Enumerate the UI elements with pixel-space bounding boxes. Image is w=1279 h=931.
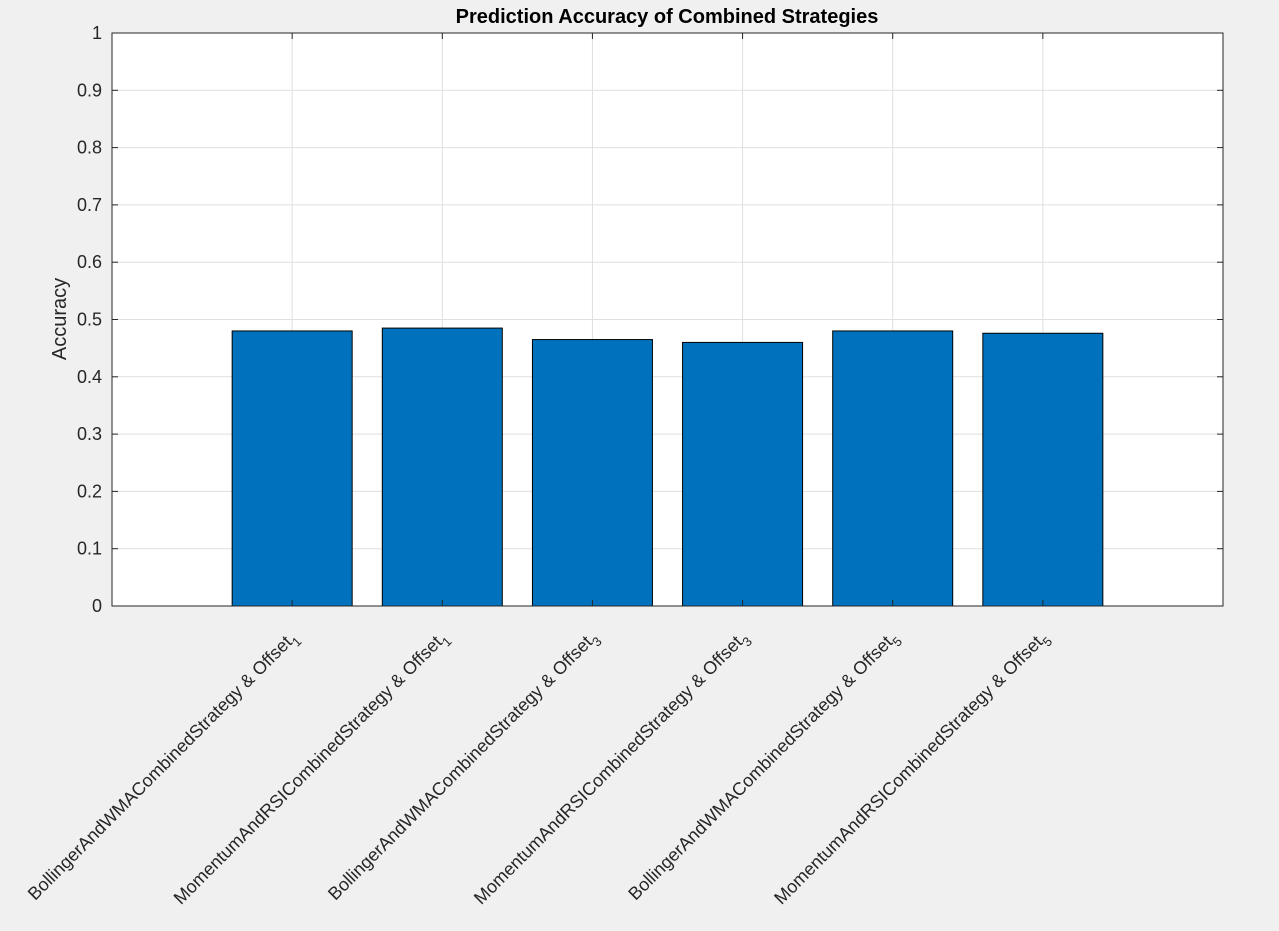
y-tick-label: 0.1 [77, 539, 102, 559]
y-tick-label: 0.5 [77, 310, 102, 330]
x-tick-label: BollingerAndWMACombinedStrategy & Offset… [24, 627, 305, 908]
x-tick-label-text: BollingerAndWMACombinedStrategy & Offset [624, 632, 896, 904]
svg-text:BollingerAndWMACombinedStrateg: BollingerAndWMACombinedStrategy & Offset… [24, 627, 305, 908]
x-tick-label: MomentumAndRSICombinedStrategy & Offset1 [170, 627, 455, 912]
svg-text:BollingerAndWMACombinedStrateg: BollingerAndWMACombinedStrategy & Offset… [624, 627, 905, 908]
y-tick-label: 0.6 [77, 252, 102, 272]
x-tick-label-text: MomentumAndRSICombinedStrategy & Offset [170, 632, 446, 908]
y-tick-labels: 0 0.1 0.2 0.3 0.4 0.5 0.6 0.7 0.8 0.9 1 [77, 23, 102, 616]
x-tick-label-text: MomentumAndRSICombinedStrategy & Offset [770, 632, 1046, 908]
bar [982, 332, 1104, 607]
svg-text:BollingerAndWMACombinedStrateg: BollingerAndWMACombinedStrategy & Offset… [324, 627, 605, 908]
bar [531, 339, 653, 607]
svg-text:MomentumAndRSICombinedStrategy: MomentumAndRSICombinedStrategy & Offset5 [770, 627, 1055, 912]
chart-title: Prediction Accuracy of Combined Strategi… [456, 6, 879, 28]
bars [231, 327, 1104, 607]
x-tick-label-text: BollingerAndWMACombinedStrategy & Offset [324, 632, 596, 904]
y-tick-label: 0.3 [77, 424, 102, 444]
x-tick-label: BollingerAndWMACombinedStrategy & Offset… [624, 627, 905, 908]
x-tick-label-text: BollingerAndWMACombinedStrategy & Offset [24, 632, 296, 904]
svg-text:MomentumAndRSICombinedStrategy: MomentumAndRSICombinedStrategy & Offset3 [470, 627, 755, 912]
x-tick-label: MomentumAndRSICombinedStrategy & Offset5 [770, 627, 1055, 912]
y-tick-label: 0 [92, 596, 102, 616]
x-tick-label-text: MomentumAndRSICombinedStrategy & Offset [470, 632, 746, 908]
axes-frame [111, 32, 1224, 607]
y-tick-label: 0.8 [77, 138, 102, 158]
x-tick-labels: BollingerAndWMACombinedStrategy & Offset… [24, 627, 1055, 912]
y-tick-label: 0.4 [77, 367, 102, 387]
y-tick-label: 0.9 [77, 80, 102, 100]
y-tick-label: 1 [92, 23, 102, 43]
svg-text:MomentumAndRSICombinedStrategy: MomentumAndRSICombinedStrategy & Offset1 [170, 627, 455, 912]
y-axis-label: Accuracy [49, 278, 71, 360]
bar [231, 330, 353, 607]
y-tick-label: 0.7 [77, 195, 102, 215]
x-tick-label: MomentumAndRSICombinedStrategy & Offset3 [470, 627, 755, 912]
bar [832, 330, 954, 607]
axes-box [111, 32, 1224, 607]
x-tick-label: BollingerAndWMACombinedStrategy & Offset… [324, 627, 605, 908]
y-tick-label: 0.2 [77, 481, 102, 501]
bar [682, 341, 804, 607]
bar [381, 327, 503, 607]
